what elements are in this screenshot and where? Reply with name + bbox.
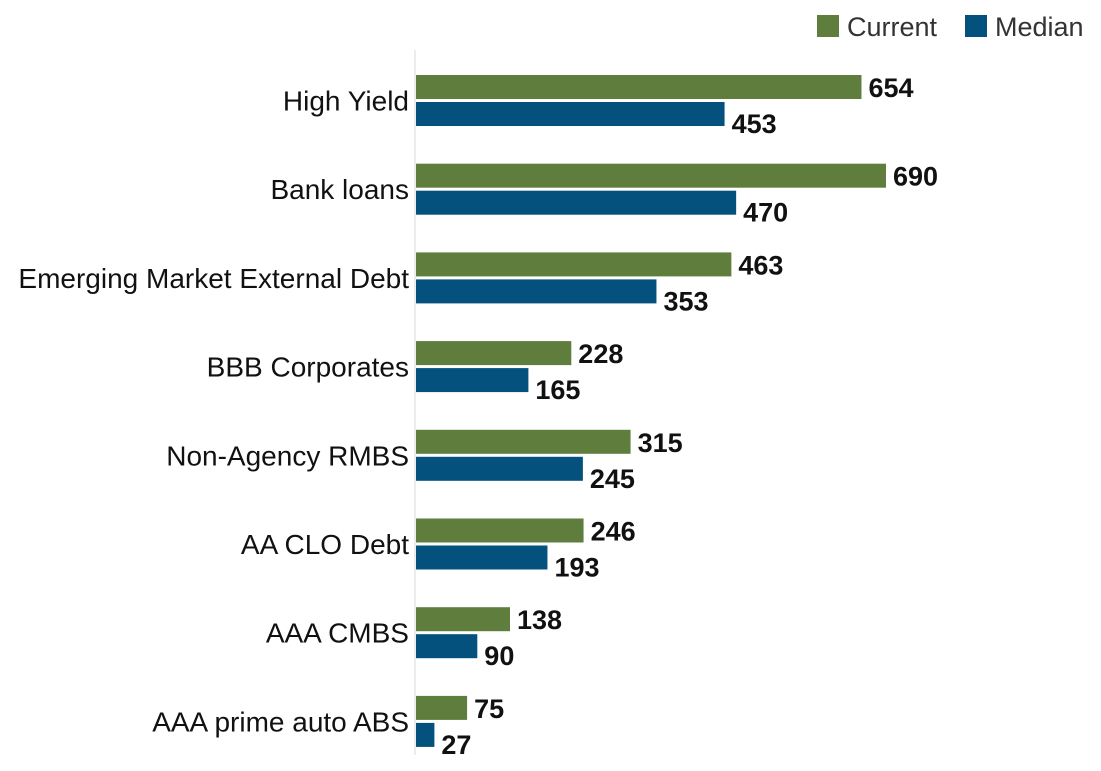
category-label-aaa-cmbs: AAA CMBS: [266, 618, 409, 649]
bar-current-bbb-corporates: [416, 341, 572, 366]
data-label-median-aa-clo-debt: 193: [554, 553, 599, 583]
data-label-median-aaa-prime-auto-abs: 27: [441, 730, 471, 760]
category-label-high-yield: High Yield: [283, 86, 409, 117]
legend-swatch-median: [965, 15, 987, 37]
data-label-current-aa-clo-debt: 246: [591, 517, 636, 547]
category-label-aa-clo-debt: AA CLO Debt: [241, 529, 409, 560]
legend-label-median: Median: [995, 12, 1084, 42]
bar-median-aaa-prime-auto-abs: [416, 722, 435, 747]
legend-label-current: Current: [847, 12, 938, 42]
data-label-median-bbb-corporates: 165: [535, 375, 580, 405]
data-label-current-emerging-market-external-debt: 463: [738, 250, 783, 280]
category-label-non-agency-rmbs: Non-Agency RMBS: [166, 440, 409, 471]
bar-median-non-agency-rmbs: [416, 456, 583, 481]
bar-median-high-yield: [416, 102, 725, 126]
bar-current-emerging-market-external-debt: [416, 252, 732, 277]
bar-median-aa-clo-debt: [416, 545, 548, 570]
labels: High Yield 654 453 Bank loans 690 470 Emerging…: [18, 73, 938, 760]
bar-median-bank-loans: [416, 190, 737, 215]
data-label-current-non-agency-rmbs: 315: [638, 428, 683, 458]
category-label-bank-loans: Bank loans: [270, 174, 409, 205]
data-label-median-high-yield: 453: [732, 109, 777, 139]
bars: [416, 75, 886, 747]
category-label-emerging-market-external-debt: Emerging Market External Debt: [18, 263, 409, 294]
category-label-bbb-corporates: BBB Corporates: [207, 352, 409, 383]
bar-median-bbb-corporates: [416, 368, 529, 393]
data-label-current-aaa-prime-auto-abs: 75: [474, 694, 504, 724]
data-label-median-bank-loans: 470: [743, 198, 788, 228]
bar-current-aaa-prime-auto-abs: [416, 695, 468, 720]
bar-current-high-yield: [416, 75, 862, 99]
data-label-median-non-agency-rmbs: 245: [590, 464, 635, 494]
data-label-median-emerging-market-external-debt: 353: [663, 286, 708, 316]
bar-median-emerging-market-external-debt: [416, 279, 657, 304]
data-label-current-aaa-cmbs: 138: [517, 605, 562, 635]
legend-swatch-current: [817, 15, 839, 37]
bar-current-aaa-cmbs: [416, 607, 510, 632]
data-label-current-bbb-corporates: 228: [578, 339, 623, 369]
legend: Current Median: [817, 12, 1084, 42]
data-label-current-bank-loans: 690: [893, 162, 938, 192]
bar-current-non-agency-rmbs: [416, 429, 631, 454]
bar-current-bank-loans: [416, 163, 886, 188]
bar-median-aaa-cmbs: [416, 634, 478, 659]
data-label-current-high-yield: 654: [868, 73, 913, 103]
category-label-aaa-prime-auto-abs: AAA prime auto ABS: [152, 706, 409, 737]
data-label-median-aaa-cmbs: 90: [484, 641, 514, 671]
bar-current-aa-clo-debt: [416, 518, 584, 543]
